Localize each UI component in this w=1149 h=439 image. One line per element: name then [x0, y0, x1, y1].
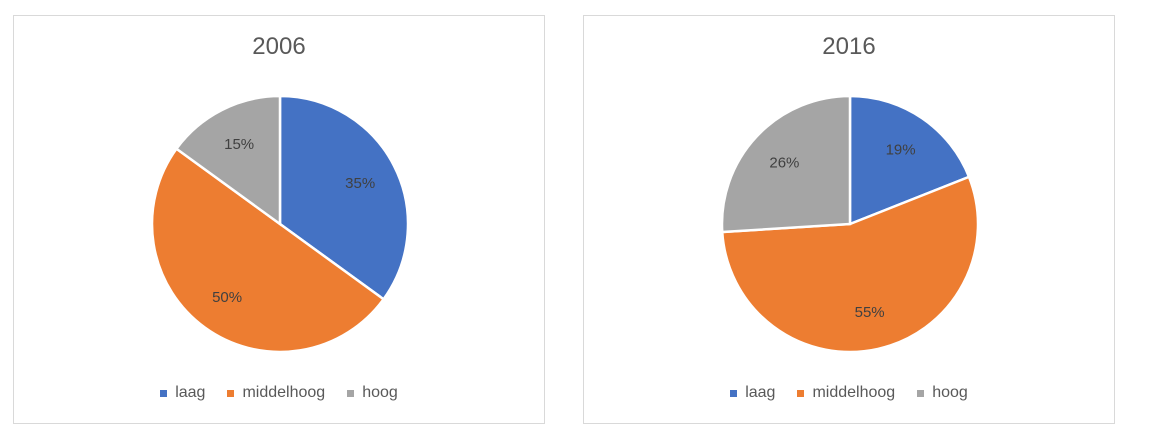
legend-label: hoog [932, 384, 968, 401]
legend-item-hoog: hoog [347, 384, 398, 402]
legend-label: laag [745, 384, 776, 401]
pie-chart-2006: 35% 50% 15% [150, 94, 410, 354]
pie-slice-middelhoog [720, 175, 980, 354]
legend-label: middelhoog [812, 384, 896, 401]
pie-chart-2016: 19% 55% 26% [720, 94, 980, 354]
legend-swatch-middelhoog [227, 389, 235, 397]
data-label-middelhoog: 55% [855, 304, 885, 321]
data-label-laag: 19% [886, 142, 916, 159]
data-label-laag: 35% [345, 175, 375, 192]
legend-swatch-middelhoog [797, 389, 805, 397]
legend: laag middelhoog hoog [14, 384, 544, 402]
chart-title: 2016 [822, 33, 876, 60]
legend-label: middelhoog [242, 384, 326, 401]
data-label-hoog: 26% [769, 154, 799, 171]
pie-slice-middelhoog [150, 147, 386, 354]
legend-label: laag [175, 384, 206, 401]
legend-swatch-laag [160, 389, 168, 397]
legend-swatch-laag [730, 389, 738, 397]
legend-item-laag: laag [160, 384, 205, 402]
legend-item-laag: laag [730, 384, 775, 402]
legend-item-middelhoog: middelhoog [797, 384, 895, 402]
legend-item-hoog: hoog [917, 384, 968, 402]
legend-item-middelhoog: middelhoog [227, 384, 325, 402]
legend-swatch-hoog [917, 389, 925, 397]
legend-label: hoog [362, 384, 398, 401]
data-label-middelhoog: 50% [212, 289, 242, 306]
legend-swatch-hoog [347, 389, 355, 397]
pie-slice-laag [848, 94, 971, 226]
chart-2006: 2006 35% 50% 15% laag middelhoog hoog [13, 15, 545, 424]
pie-slice-hoog [174, 94, 282, 227]
pie-slice-laag [278, 94, 410, 301]
data-label-hoog: 15% [224, 136, 254, 153]
legend: laag middelhoog hoog [584, 384, 1114, 402]
chart-2016: 2016 19% 55% 26% laag middelhoog hoog [583, 15, 1115, 424]
pie-slice-hoog [720, 94, 852, 234]
chart-title: 2006 [252, 33, 306, 60]
